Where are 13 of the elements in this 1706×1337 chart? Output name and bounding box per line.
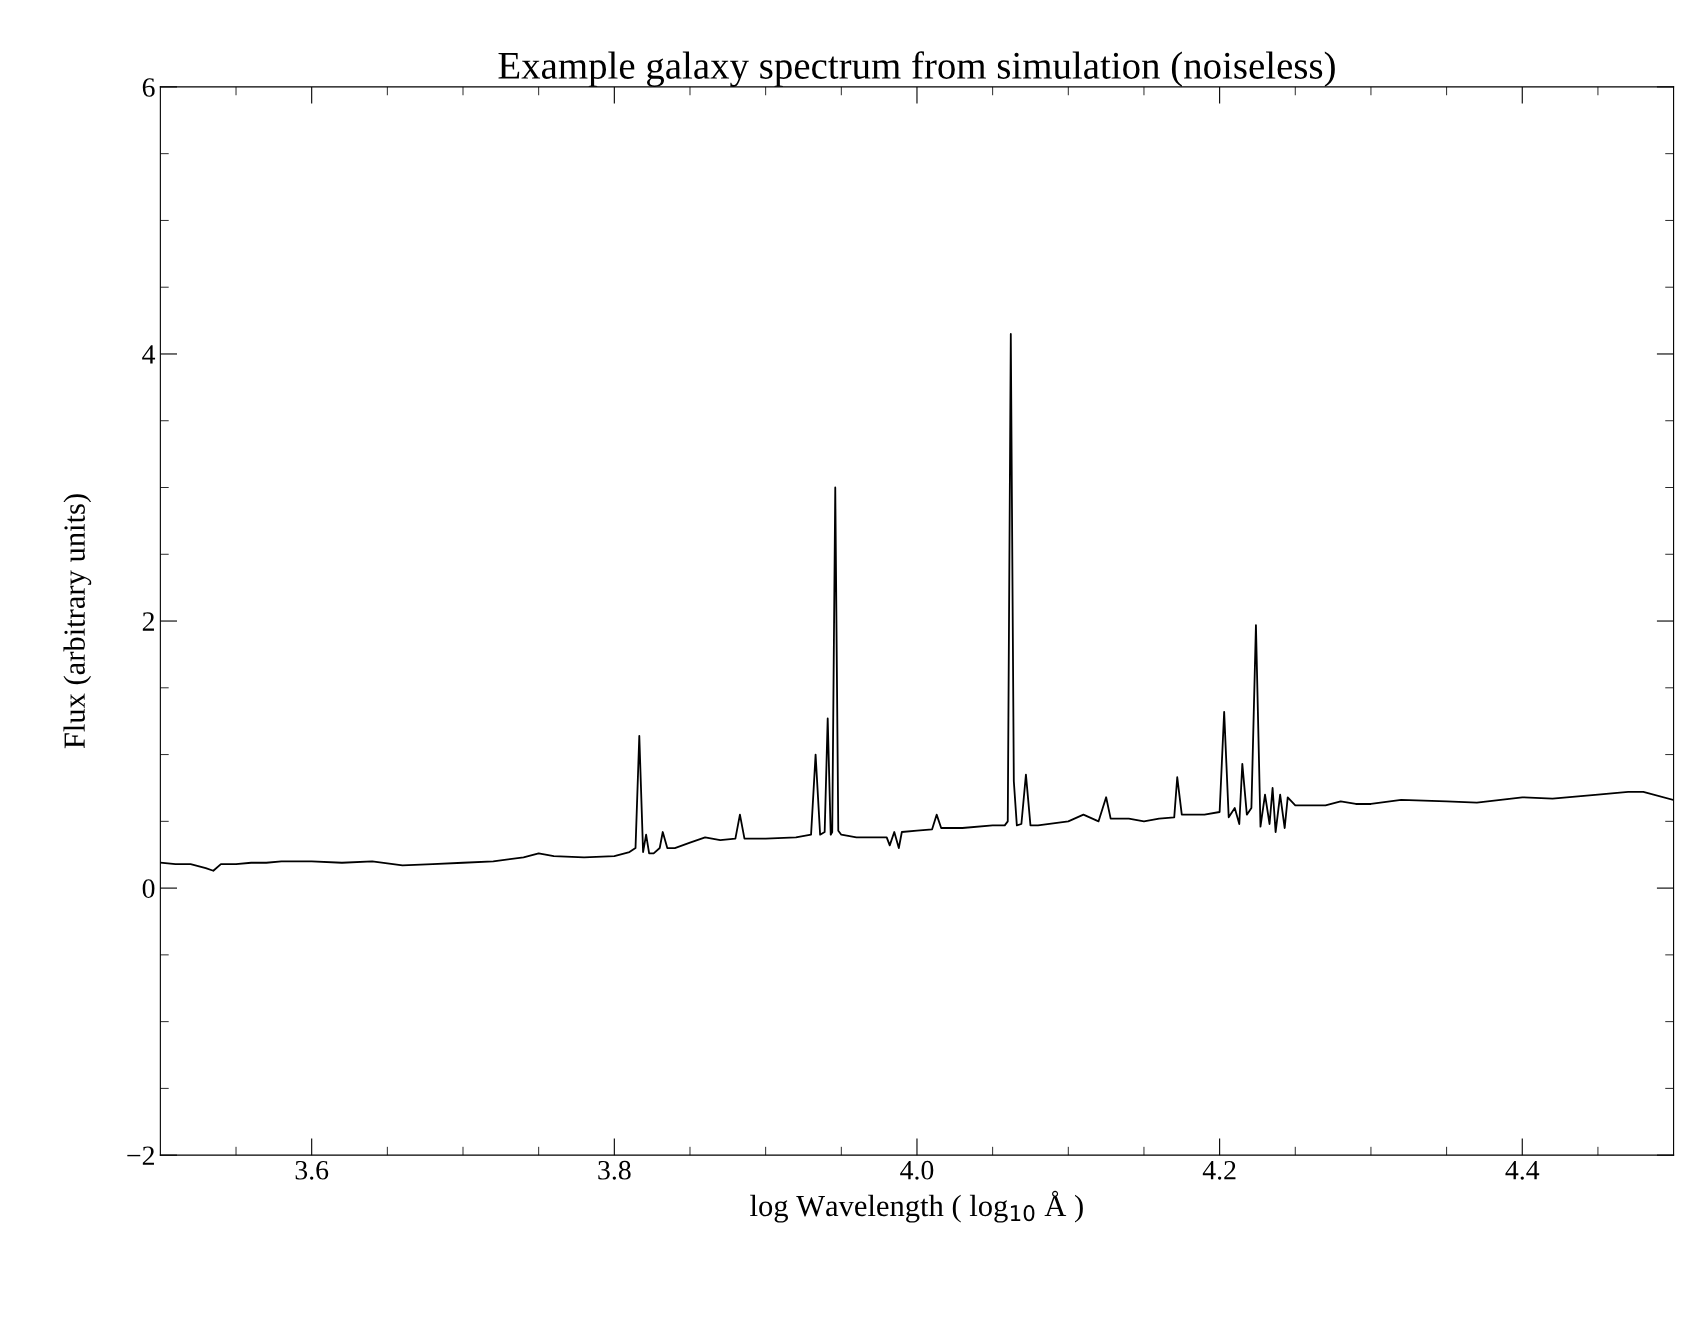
x-axis-title: log Wavelength ( log$_{10}$ Å ) bbox=[750, 1190, 1083, 1223]
y-tick-label: 4 bbox=[142, 345, 156, 364]
y-tick-label: −2 bbox=[127, 1146, 154, 1165]
y-tick-label: 6 bbox=[142, 78, 155, 97]
x-tick-label: 3.8 bbox=[598, 1160, 631, 1180]
x-tick-label: 4.2 bbox=[1202, 1160, 1236, 1180]
y-axis-title: Flux (arbitrary units) bbox=[63, 494, 92, 749]
x-tick-label: 4.0 bbox=[900, 1160, 934, 1180]
x-tick-label: 4.4 bbox=[1505, 1161, 1540, 1180]
x-tick-label: 3.6 bbox=[295, 1160, 329, 1180]
y-tick-label: 0 bbox=[142, 879, 155, 899]
y-tick-label: 2 bbox=[142, 612, 154, 631]
chart-title: Example galaxy spectrum from simulation (noiseless) bbox=[498, 51, 1335, 87]
